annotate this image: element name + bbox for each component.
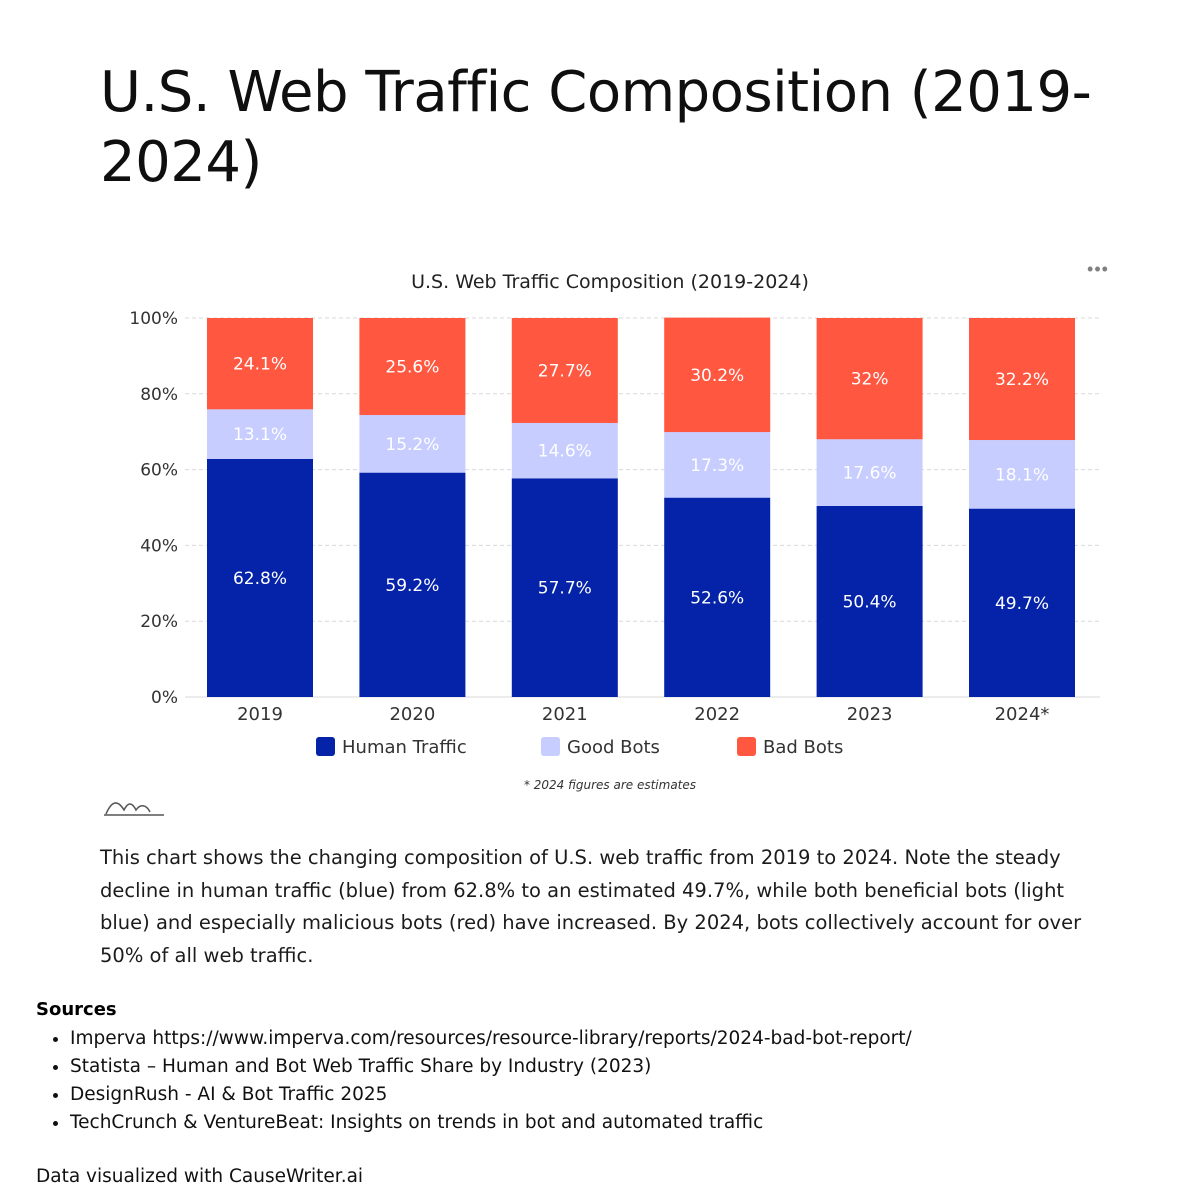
bar-segment	[359, 318, 466, 416]
y-tick-label: 100%	[129, 309, 178, 329]
stacked-bar-chart: U.S. Web Traffic Composition (2019-2024)…	[129, 271, 1100, 792]
data-label: 32%	[851, 370, 889, 390]
x-tick-label: 2021	[542, 704, 588, 725]
data-label: 30.2%	[690, 366, 744, 386]
y-tick-label: 40%	[140, 536, 178, 556]
data-label: 18.1%	[995, 465, 1049, 485]
bar-segment	[816, 505, 923, 697]
bars: 62.8% 13.1% 24.1% 59.2% 15.2% 25.6% 57.7% 14.6%…	[207, 317, 1075, 697]
bar-segment	[511, 318, 618, 423]
page-title: U.S. Web Traffic Composition (2019-2024)	[100, 60, 1092, 195]
data-label: 49.7%	[995, 594, 1049, 614]
bar-segment	[359, 472, 466, 697]
bar-segment	[969, 508, 1075, 697]
source-item: Imperva https://www.imperva.com/resource…	[70, 1025, 1200, 1053]
y-tick-label: 80%	[140, 385, 178, 405]
x-tick-label: 2020	[389, 704, 435, 725]
data-label: 57.7%	[538, 579, 592, 599]
bar-segment	[207, 458, 313, 697]
x-axis: 2019 2020 2021 2022 2023 2024*	[237, 704, 1049, 725]
bar-segment	[816, 318, 923, 440]
legend: Human Traffic Good Bots Bad Bots	[316, 737, 843, 758]
data-label: 52.6%	[690, 588, 744, 608]
source-item: DesignRush - AI & Bot Traffic 2025	[70, 1081, 1200, 1109]
gridlines	[185, 317, 1100, 698]
data-label: 62.8%	[233, 569, 287, 589]
bar-segment	[816, 439, 923, 506]
x-tick-label: 2024*	[995, 704, 1050, 725]
x-tick-label: 2022	[694, 704, 740, 725]
chart-logo-icon	[104, 802, 164, 816]
data-label: 50.4%	[843, 592, 897, 612]
data-label: 24.1%	[233, 355, 287, 375]
bar-segment	[359, 415, 466, 473]
data-label: 14.6%	[538, 442, 592, 462]
data-label: 27.7%	[538, 361, 592, 381]
y-axis: 0% 20% 40% 60% 80% 100%	[129, 309, 178, 708]
data-label: 25.6%	[385, 358, 439, 378]
bar-segment	[511, 478, 618, 697]
x-tick-label: 2019	[237, 704, 283, 725]
bar-segment	[664, 317, 771, 433]
legend-swatch	[541, 737, 560, 756]
more-horizontal-icon[interactable]: •••	[1087, 259, 1109, 279]
source-item: TechCrunch & VentureBeat: Insights on tr…	[70, 1109, 1200, 1137]
chart-footnote: * 2024 figures are estimates	[524, 778, 696, 792]
legend-label: Human Traffic	[342, 737, 467, 758]
bar-segment	[969, 318, 1075, 441]
data-label: 59.2%	[385, 576, 439, 596]
data-label: 15.2%	[385, 435, 439, 455]
x-tick-label: 2023	[847, 704, 893, 725]
legend-label: Bad Bots	[763, 737, 843, 758]
source-item: Statista – Human and Bot Web Traffic Sha…	[70, 1053, 1200, 1081]
sources-heading: Sources	[36, 999, 117, 1020]
bar-segment	[664, 432, 771, 498]
chart-description: This chart shows the changing compositio…	[100, 846, 1082, 967]
legend-label: Good Bots	[567, 737, 660, 758]
y-tick-label: 60%	[140, 461, 178, 481]
bar-segment	[969, 440, 1075, 509]
bar-segment	[207, 409, 313, 459]
chart-title: U.S. Web Traffic Composition (2019-2024)	[411, 271, 809, 293]
credit-text: Data visualized with CauseWriter.ai	[36, 1166, 364, 1187]
data-label: 13.1%	[233, 425, 287, 445]
y-tick-label: 0%	[151, 688, 178, 708]
bar-segment	[664, 497, 771, 697]
bar-segment	[207, 318, 313, 410]
data-label: 32.2%	[995, 370, 1049, 390]
data-label: 17.3%	[690, 456, 744, 476]
y-tick-label: 20%	[140, 612, 178, 632]
legend-swatch	[737, 737, 756, 756]
sources-list: Imperva https://www.imperva.com/resource…	[36, 1025, 1200, 1137]
data-label: 17.6%	[843, 464, 897, 484]
bar-segment	[511, 422, 618, 479]
legend-swatch	[316, 737, 335, 756]
